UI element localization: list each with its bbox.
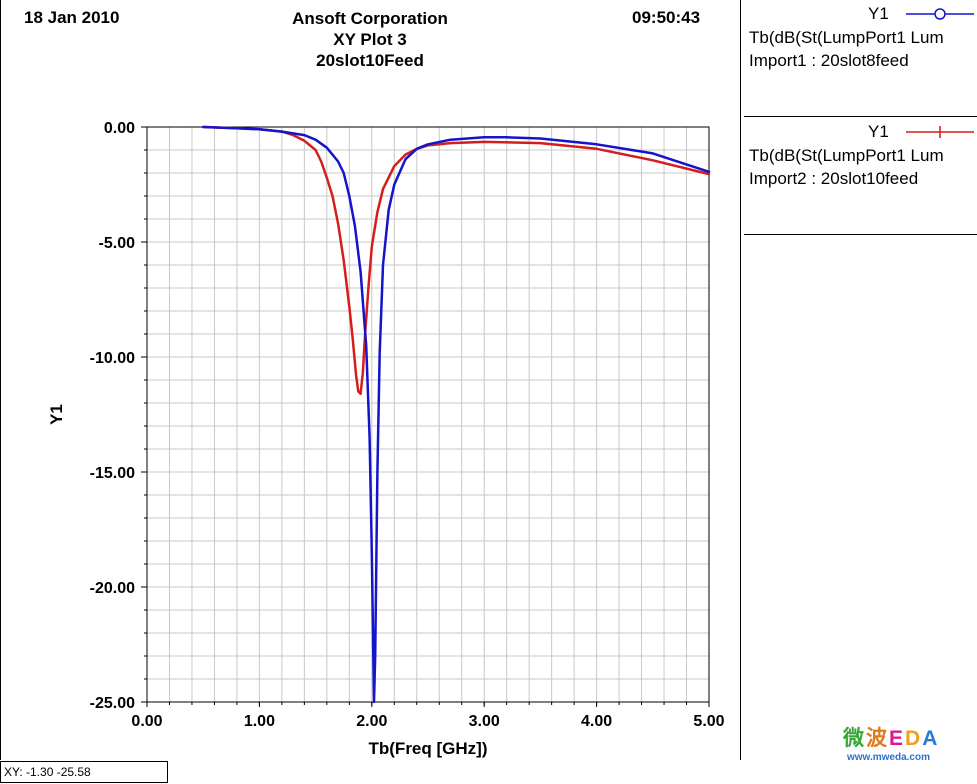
legend-divider: [744, 116, 977, 117]
legend-2-axis: Y1: [868, 122, 889, 141]
series-line-2: [201, 125, 711, 396]
watermark-url: www.mweda.com: [847, 752, 930, 763]
x-tick-label: 5.00: [693, 713, 724, 730]
watermark-logo-char: D: [905, 727, 923, 750]
plot-area-border: [146, 126, 710, 703]
y-axis-label: Y1: [47, 404, 66, 425]
legend-1-expr: Tb(dB(St(LumpPort1 Lum: [749, 28, 944, 47]
legend-2-source: Import2 : 20slot10feed: [749, 169, 919, 188]
x-tick-label: 1.00: [244, 713, 275, 730]
x-tick-label: 2.00: [356, 713, 387, 730]
x-axis-label: Tb(Freq [GHz]): [369, 739, 488, 758]
watermark-logo-char: E: [889, 727, 906, 750]
y-tick-label: 0.00: [104, 120, 135, 137]
header-title-block: Ansoft Corporation XY Plot 3 20slot10Fee…: [250, 8, 490, 71]
header-date: 18 Jan 2010: [24, 8, 120, 27]
y-tick-label: -15.00: [90, 465, 135, 482]
series-line-1: [201, 125, 711, 704]
legend-entry-1[interactable]: Y1 Tb(dB(St(LumpPort1 Lum Import1 : 20sl…: [744, 0, 977, 116]
header-time: 09:50:43: [632, 8, 701, 27]
legend-1-line-marker: [906, 8, 974, 20]
cursor-readout: XY: -1.30 -25.58: [0, 761, 168, 783]
xy-plot[interactable]: 0.00 1.00 2.00 3.00 4.00 5.00 0.00 -5.00 -10.00 -…: [0, 0, 741, 760]
x-tick-label: 0.00: [131, 713, 162, 730]
y-tick-label: -20.00: [90, 580, 135, 597]
x-tick-label: 4.00: [581, 713, 612, 730]
legend-2-line-marker: [906, 126, 974, 138]
watermark-logo-char: A: [922, 727, 940, 750]
watermark: 微波EDA www.mweda.com: [843, 722, 973, 763]
legend-1-axis: Y1: [868, 4, 889, 23]
plot-frame: [0, 0, 741, 760]
legend-1-source: Import1 : 20slot8feed: [749, 51, 909, 70]
header-plot-name: XY Plot 3: [333, 30, 407, 49]
y-tick-label: -25.00: [90, 695, 135, 712]
legend-entry-2[interactable]: Y1 Tb(dB(St(LumpPort1 Lum Import2 : 20sl…: [744, 117, 977, 234]
header-company: Ansoft Corporation: [292, 9, 448, 28]
watermark-logo-char: 微: [843, 727, 866, 750]
y-tick-label: -5.00: [99, 235, 136, 252]
legend-1-circle-marker: [934, 8, 946, 20]
watermark-logo-char: 波: [866, 727, 889, 750]
watermark-logo: 微波EDA: [843, 722, 973, 752]
legend-2-expr: Tb(dB(St(LumpPort1 Lum: [749, 146, 944, 165]
header-design: 20slot10Feed: [316, 51, 424, 70]
x-tick-label: 3.00: [469, 713, 500, 730]
legend-bottom-border: [744, 234, 977, 235]
y-tick-label: -10.00: [90, 350, 135, 367]
